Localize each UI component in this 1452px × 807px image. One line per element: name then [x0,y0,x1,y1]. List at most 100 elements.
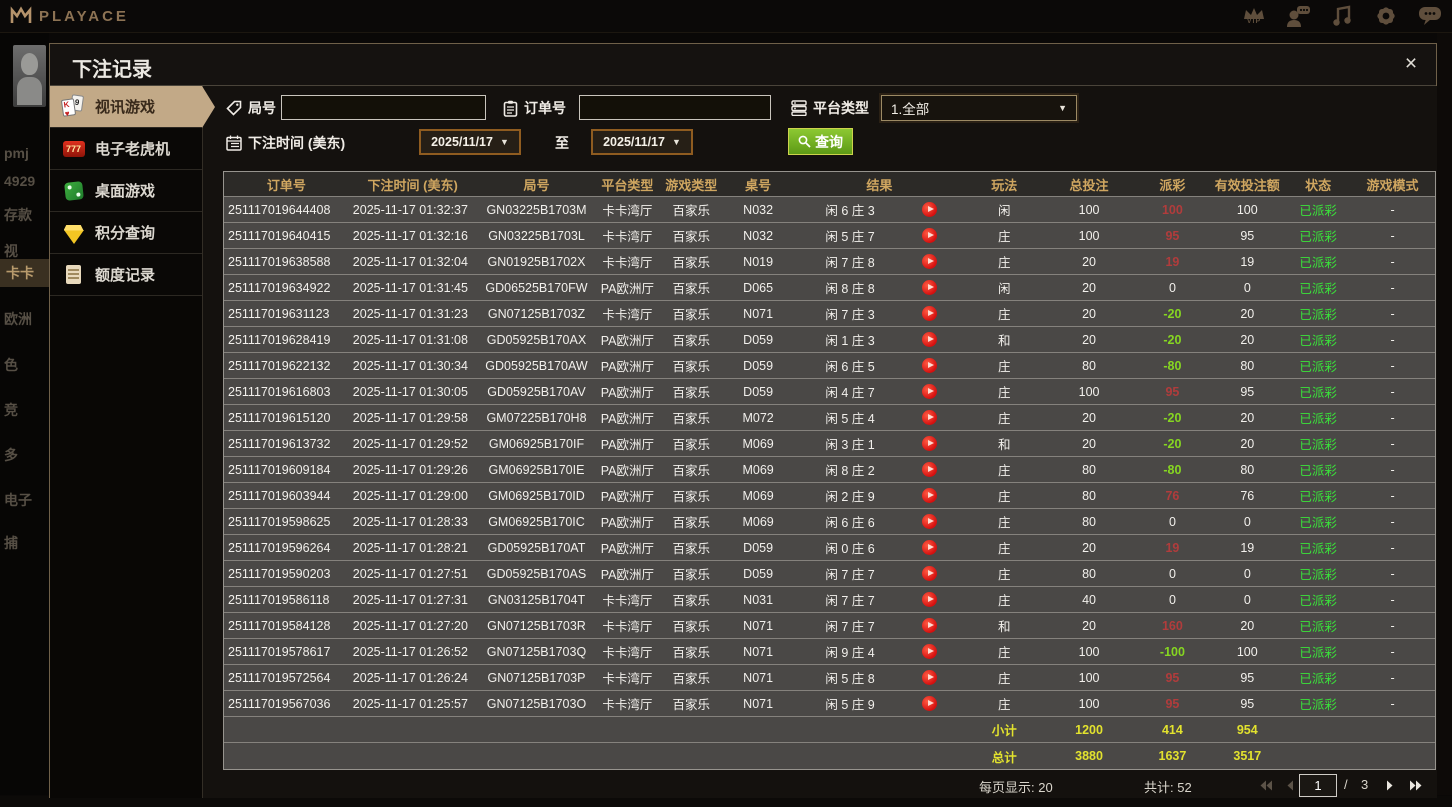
result-text: 闲 7 庄 7 [825,568,875,582]
vip-crown-icon[interactable]: VIP [1240,3,1268,29]
sidebar-item-video-games[interactable]: 9 K ♥ 视讯游戏 [50,86,215,128]
next-page-icon[interactable] [1379,774,1401,796]
cell-payout: -80 [1163,462,1182,477]
cell-time: 2025-11-17 01:28:21 [352,540,468,555]
replay-button[interactable] [922,696,938,711]
cell-time: 2025-11-17 01:31:45 [352,280,468,295]
replay-button[interactable] [922,618,938,633]
table-row: 251117019644408 2025-11-17 01:32:37 GN0322… [224,197,1435,223]
page-number-input[interactable] [1299,774,1337,797]
cell-game-type: 百家乐 [672,386,710,400]
replay-button[interactable] [922,202,938,217]
column-header: 桌号 [745,177,772,193]
cell-mode: - [1390,670,1395,685]
cell-total-bet: 100 [1078,202,1100,217]
column-header: 订单号 [266,177,306,193]
replay-button[interactable] [922,488,938,503]
replay-button[interactable] [922,670,938,685]
cell-mode: - [1390,462,1395,477]
replay-button[interactable] [922,306,938,321]
quota-document-icon [62,263,85,286]
cell-status: 已派彩 [1299,698,1337,712]
background-right-strip [1437,33,1452,795]
cell-platform: PA欧洲厅 [600,360,654,374]
replay-button[interactable] [922,540,938,555]
total-cell [224,743,349,769]
replay-button[interactable] [922,410,938,425]
query-button[interactable]: 查询 [788,128,853,155]
replay-button[interactable] [922,644,938,659]
cell-game-type: 百家乐 [672,516,710,530]
cell-payout: 95 [1165,670,1180,685]
support-chat-icon[interactable] [1284,3,1312,29]
close-icon[interactable]: × [1404,52,1418,75]
replay-button[interactable] [922,254,938,269]
cell-result: 闲 1 庄 3 [792,327,967,352]
sidebar-item-slots[interactable]: 777 电子老虎机 [50,128,202,170]
replay-button[interactable] [922,436,938,451]
cell-total-bet: 100 [1078,228,1100,243]
cell-result: 闲 3 庄 1 [792,431,967,456]
cell-time: 2025-11-17 01:30:05 [352,384,468,399]
replay-button[interactable] [922,592,938,607]
replay-button[interactable] [922,358,938,373]
cell-table-no: M072 [742,410,774,425]
result-text: 闲 8 庄 8 [825,282,875,296]
sidebar-item-label: 视讯游戏 [95,99,156,116]
column-header: 状态 [1305,177,1332,193]
cell-total-bet: 80 [1082,514,1097,529]
chevron-down-icon: ▼ [1058,103,1067,113]
replay-button[interactable] [922,280,938,295]
cell-status: 已派彩 [1299,334,1337,348]
cell-time: 2025-11-17 01:27:31 [352,592,468,607]
column-header: 总投注 [1069,177,1109,193]
order-no-label-group: 订单号 [503,95,566,121]
sidebar-item-quota-records[interactable]: 额度记录 [50,254,202,296]
search-icon [798,135,811,148]
replay-button[interactable] [922,332,938,347]
sidebar-item-table-games[interactable]: 桌面游戏 [50,170,202,212]
cell-time: 2025-11-17 01:29:26 [352,462,468,477]
cell-result: 闲 6 庄 3 [792,197,967,222]
pagination-bar: 每页显示: 20 共计: 52 / 3 [203,773,1437,799]
platform-type-dropdown[interactable]: 1.全部 ▼ [879,93,1079,123]
cell-mode: - [1390,488,1395,503]
cell-total-bet: 20 [1082,332,1097,347]
total-pages: 3 [1361,777,1369,792]
cell-payout: -20 [1163,332,1182,347]
cell-order-no: 251117019572564 [228,670,331,685]
replay-button[interactable] [922,514,938,529]
replay-button[interactable] [922,462,938,477]
chat-bubble-icon[interactable] [1416,3,1444,29]
last-page-icon[interactable] [1405,774,1427,796]
prev-page-icon[interactable] [1279,774,1301,796]
table-row: 251117019567036 2025-11-17 01:25:57 GN0712… [224,691,1435,717]
replay-button[interactable] [922,228,938,243]
cell-time: 2025-11-17 01:26:24 [352,670,468,685]
replay-button[interactable] [922,384,938,399]
cell-play: 和 [997,334,1011,348]
first-page-icon[interactable] [1255,774,1277,796]
points-diamond-icon [62,221,85,244]
replay-button[interactable] [922,566,938,581]
date-from-select[interactable]: 2025/11/17 ▼ [419,129,521,155]
cell-round-no: GN03225B1703M [486,202,587,217]
settings-gear-icon[interactable] [1372,3,1400,29]
cell-result: 闲 5 庄 4 [792,405,967,430]
music-icon[interactable] [1328,3,1356,29]
cell-round-no: GN07125B1703P [487,670,586,685]
cell-time: 2025-11-17 01:32:04 [352,254,468,269]
round-no-input[interactable] [281,95,486,120]
cell-status: 已派彩 [1299,620,1337,634]
cell-table-no: M069 [742,514,774,529]
platform-type-label-group: 平台类型 [791,95,869,121]
cell-time: 2025-11-17 01:27:51 [352,566,468,581]
cell-status: 已派彩 [1299,282,1337,296]
cell-valid-bet: 100 [1236,644,1258,659]
platform-server-icon [791,100,807,116]
sidebar-item-points-query[interactable]: 积分查询 [50,212,202,254]
cell-table-no: N031 [743,592,774,607]
cell-game-type: 百家乐 [672,568,710,582]
order-no-input[interactable] [579,95,771,120]
date-to-select[interactable]: 2025/11/17 ▼ [591,129,693,155]
